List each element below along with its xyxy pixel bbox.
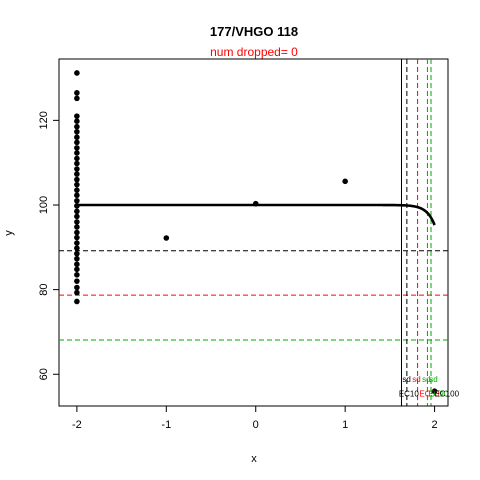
- fit-curve: [76, 203, 436, 226]
- data-point: [74, 118, 80, 125]
- data-point: [74, 181, 80, 188]
- data-point: [74, 229, 80, 236]
- data-point: [74, 240, 80, 246]
- data-point: [74, 197, 80, 204]
- annotation-label: EC100: [435, 390, 460, 399]
- y-axis-label: y: [3, 230, 15, 236]
- annotation-label: EC10: [399, 390, 420, 399]
- data-point: [74, 289, 80, 296]
- data-point: [74, 298, 80, 305]
- data-point: [74, 150, 80, 156]
- data-point: [74, 128, 80, 135]
- x-tick-label: 0: [253, 419, 259, 431]
- data-point: [342, 178, 348, 185]
- annotation-label: sd: [402, 375, 410, 384]
- data-point: [74, 171, 80, 177]
- data-point: [74, 166, 80, 172]
- data-point: [74, 219, 80, 225]
- y-tick-label: 120: [38, 111, 50, 129]
- data-point: [74, 278, 80, 284]
- chart-title: 177/VHGO 118: [210, 24, 298, 39]
- data-point: [74, 213, 80, 220]
- data-point: [74, 139, 80, 146]
- annotation-label: sd: [422, 375, 430, 384]
- data-point: [74, 272, 80, 278]
- data-point: [74, 245, 80, 251]
- x-tick-label: 1: [342, 419, 348, 431]
- data-point: [74, 95, 80, 102]
- data-point: [74, 224, 80, 230]
- annotation-label: sd: [429, 375, 437, 384]
- annotation-label: sd: [412, 375, 420, 384]
- data-point: [74, 145, 80, 151]
- annotation-label: EC50: [419, 390, 440, 399]
- data-point: [74, 284, 80, 291]
- data-point: [431, 388, 438, 394]
- data-point: [252, 200, 259, 207]
- data-point: [74, 113, 80, 119]
- y-tick-label: 100: [38, 196, 50, 214]
- data-point: [74, 155, 80, 162]
- data-point: [74, 176, 80, 183]
- data-point: [163, 235, 170, 241]
- chart-subtitle: num dropped= 0: [210, 45, 298, 59]
- x-tick-label: -1: [161, 419, 171, 431]
- y-tick-label: 80: [38, 284, 50, 296]
- data-point: [74, 208, 80, 215]
- data-point: [74, 250, 80, 257]
- data-point: [74, 134, 80, 141]
- data-point: [74, 192, 80, 199]
- data-point: [74, 90, 80, 96]
- data-point: [74, 187, 80, 193]
- data-point: [74, 261, 80, 268]
- data-point: [74, 266, 80, 273]
- annotation-label: EC90: [428, 390, 449, 399]
- data-point: [74, 203, 80, 209]
- data-point: [74, 255, 80, 262]
- x-axis-label: x: [251, 453, 257, 465]
- plot-frame: [58, 58, 449, 407]
- data-point: [74, 234, 80, 241]
- x-tick-label: -2: [72, 419, 82, 431]
- data-point: [74, 123, 80, 130]
- data-point: [74, 160, 80, 167]
- data-point: [74, 70, 80, 76]
- x-tick-label: 2: [432, 419, 438, 431]
- y-tick-label: 60: [38, 368, 50, 380]
